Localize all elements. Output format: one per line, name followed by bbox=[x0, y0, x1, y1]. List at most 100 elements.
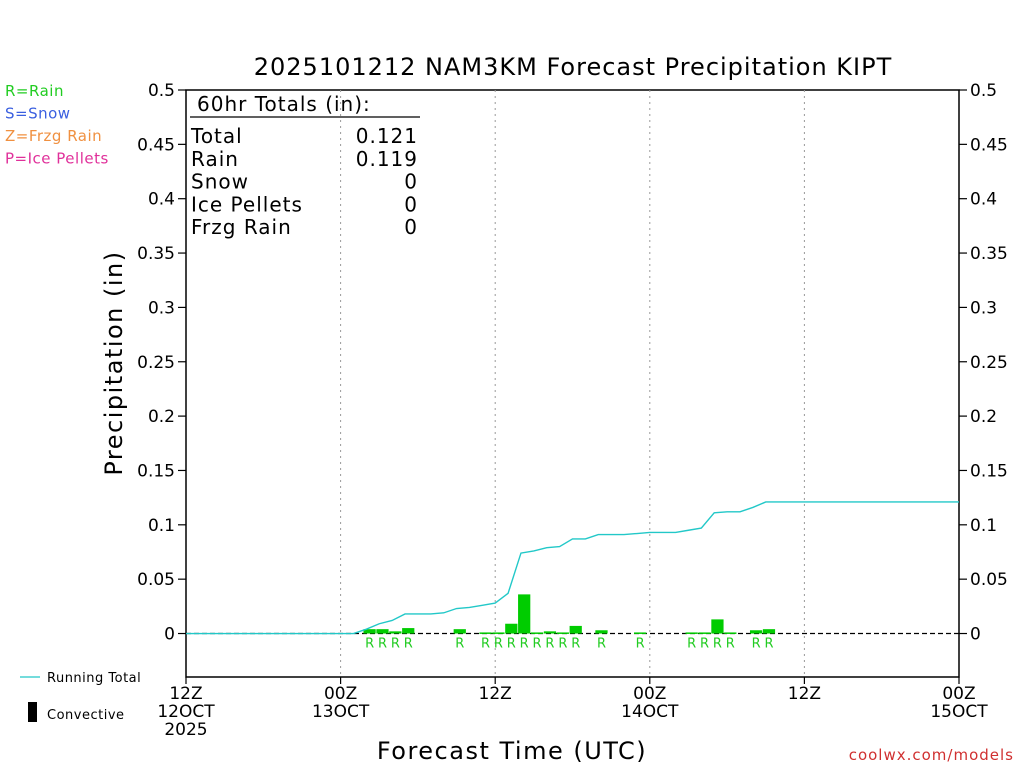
x-tick-label: 00Z bbox=[324, 684, 357, 704]
x-tick-label: 00Z bbox=[942, 684, 975, 704]
x-tick-label: 14OCT bbox=[621, 702, 679, 722]
precip-bar bbox=[518, 594, 531, 634]
precip-legend-item: R=Rain bbox=[5, 82, 64, 100]
totals-row-value: 0.121 bbox=[356, 124, 418, 148]
y-tick-label-left: 0.45 bbox=[137, 135, 175, 155]
y-tick-label-right: 0.15 bbox=[970, 461, 1008, 481]
series-legend: Running Total Convective bbox=[20, 671, 141, 723]
y-tick-label-left: 0.5 bbox=[148, 81, 175, 101]
precip-bar bbox=[556, 632, 569, 634]
precip-type-label: R bbox=[391, 637, 400, 652]
precip-type-label: R bbox=[481, 637, 490, 652]
totals-row-label: Rain bbox=[191, 147, 239, 171]
precip-type-label: R bbox=[365, 637, 374, 652]
y-tick-label-left: 0.25 bbox=[137, 353, 175, 373]
precip-bars bbox=[363, 594, 776, 634]
precip-type-label: R bbox=[700, 637, 709, 652]
y-tick-label-left: 0.05 bbox=[137, 570, 175, 590]
precip-bar bbox=[453, 629, 466, 634]
totals-row-label: Snow bbox=[191, 170, 249, 194]
y-tick-label-left: 0.4 bbox=[148, 190, 175, 210]
precip-bar bbox=[711, 619, 724, 634]
y-axis-left: 0.5 0.45 0.4 0.35 0.3 0.25 0.2 0.15 0.1 0.05 0 bbox=[137, 81, 186, 645]
precip-bar bbox=[376, 629, 389, 634]
y-tick-label-right: 0.1 bbox=[970, 516, 997, 536]
precip-legend-item: S=Snow bbox=[5, 105, 71, 123]
x-tick-label: 00Z bbox=[633, 684, 666, 704]
precip-type-label: R bbox=[520, 637, 529, 652]
y-tick-label-right: 0.4 bbox=[970, 190, 997, 210]
precip-bar bbox=[698, 632, 711, 634]
totals-row-label: Ice Pellets bbox=[191, 192, 303, 216]
precip-bar bbox=[492, 632, 505, 634]
chart-title: 2025101212 NAM3KM Forecast Precipitation… bbox=[254, 53, 893, 81]
y-tick-label-right: 0.2 bbox=[970, 407, 997, 427]
precip-type-label: R bbox=[545, 637, 554, 652]
precip-bar bbox=[634, 632, 647, 634]
plot-frame bbox=[185, 89, 960, 678]
y-tick-label-right: 0.3 bbox=[970, 298, 997, 318]
precip-type-label: R bbox=[636, 637, 645, 652]
y-tick-label-right: 0 bbox=[970, 625, 981, 645]
precip-type-legend: R=Rain S=Snow Z=Frzg Rain P=Ice Pellets bbox=[5, 82, 109, 168]
y-tick-label-right: 0.25 bbox=[970, 353, 1008, 373]
precip-type-label: R bbox=[752, 637, 761, 652]
credit-text: coolwx.com/models bbox=[849, 746, 1014, 764]
precip-type-label: R bbox=[687, 637, 696, 652]
totals-row-value: 0.119 bbox=[356, 147, 418, 171]
running-total-polyline bbox=[186, 501, 959, 635]
totals-row-label: Total bbox=[190, 124, 243, 148]
y-tick-label-left: 0.15 bbox=[137, 461, 175, 481]
x-tick-label: 12Z bbox=[169, 684, 202, 704]
totals-row-label: Frzg Rain bbox=[191, 215, 292, 239]
y-tick-label-left: 0.35 bbox=[137, 244, 175, 264]
x-tick-label: 12Z bbox=[788, 684, 821, 704]
precip-bar bbox=[543, 631, 557, 634]
x-axis-label: Forecast Time (UTC) bbox=[377, 737, 647, 765]
precip-bar bbox=[724, 632, 737, 634]
totals-row-value: 0 bbox=[404, 192, 418, 216]
precip-bar bbox=[363, 629, 376, 634]
y-tick-label-left: 0.2 bbox=[148, 407, 175, 427]
totals-row-value: 0 bbox=[404, 215, 418, 239]
precip-bar bbox=[505, 623, 518, 634]
totals-row-value: 0 bbox=[404, 170, 418, 194]
y-tick-label-left: 0 bbox=[164, 625, 175, 645]
precip-bar bbox=[402, 628, 415, 634]
precip-bar bbox=[389, 631, 402, 634]
y-tick-label-right: 0.45 bbox=[970, 135, 1008, 155]
precip-type-label: R bbox=[764, 637, 773, 652]
running-total-legend-label: Running Total bbox=[47, 671, 141, 686]
precip-type-label: R bbox=[558, 637, 567, 652]
y-tick-label-right: 0.5 bbox=[970, 81, 997, 101]
y-axis-label: Precipitation (in) bbox=[100, 250, 128, 475]
y-tick-label-left: 0.3 bbox=[148, 298, 175, 318]
precip-legend-item: P=Ice Pellets bbox=[5, 150, 109, 168]
y-tick-label-right: 0.35 bbox=[970, 244, 1008, 264]
x-tick-label: 13OCT bbox=[312, 702, 370, 722]
precip-type-label: R bbox=[455, 637, 464, 652]
precip-type-label: R bbox=[597, 637, 606, 652]
precip-bar bbox=[569, 625, 582, 634]
vertical-gridlines bbox=[340, 90, 805, 677]
precip-legend-item: Z=Frzg Rain bbox=[5, 127, 102, 145]
precip-bar bbox=[749, 630, 763, 634]
precip-type-label: R bbox=[507, 637, 516, 652]
precip-type-label: R bbox=[713, 637, 722, 652]
y-tick-label-right: 0.05 bbox=[970, 570, 1008, 590]
running-total-line bbox=[186, 501, 959, 635]
convective-legend-label: Convective bbox=[47, 708, 125, 723]
precip-type-label: R bbox=[494, 637, 503, 652]
y-tick-label-left: 0.1 bbox=[148, 516, 175, 536]
precip-bar bbox=[762, 629, 776, 634]
precip-bar bbox=[595, 630, 608, 634]
precip-type-label: R bbox=[533, 637, 542, 652]
precip-type-label: R bbox=[571, 637, 580, 652]
totals-box: 60hr Totals (in): Total 0.121 Rain 0.119 Sno… bbox=[190, 92, 420, 239]
precip-bar bbox=[530, 632, 544, 634]
precip-type-label: R bbox=[726, 637, 735, 652]
precip-type-label: R bbox=[404, 637, 413, 652]
